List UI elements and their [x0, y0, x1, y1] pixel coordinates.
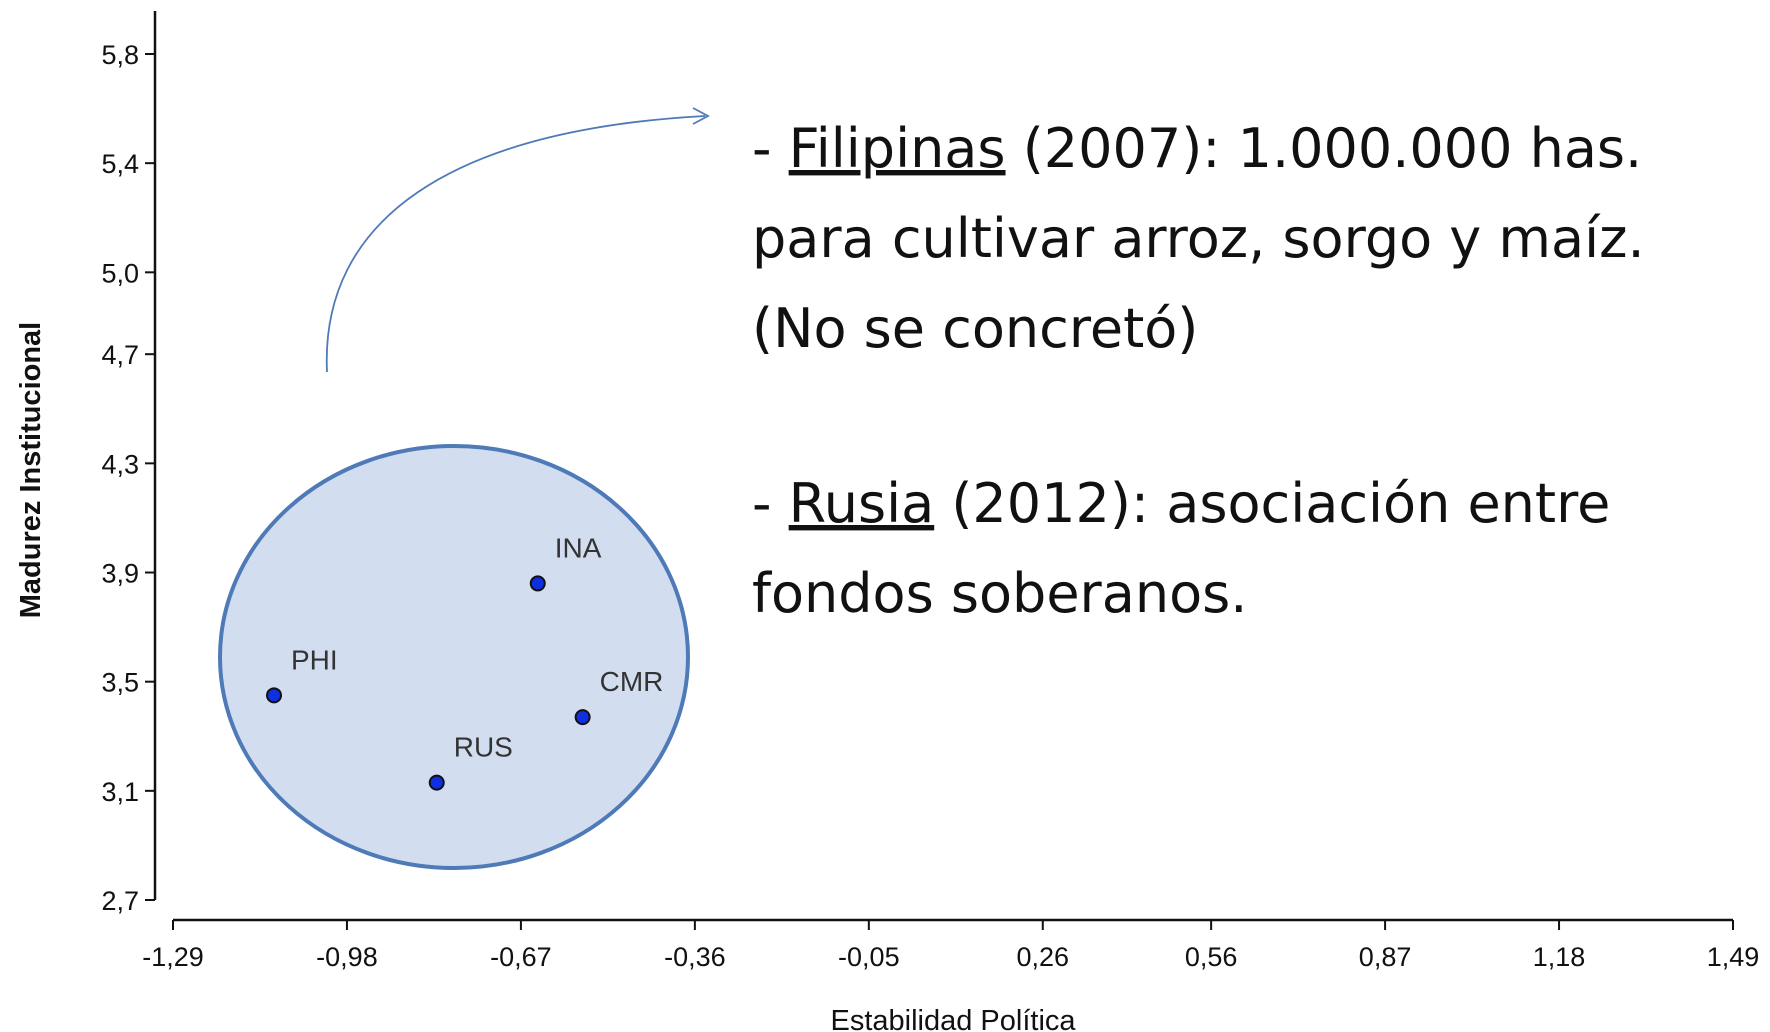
annotation-text: (2007): 1.000.000 has.	[1006, 117, 1643, 180]
annotation-text: fondos soberanos.	[752, 562, 1247, 625]
annotation-line: - Rusia (2012): asociación entre	[752, 472, 1610, 535]
x-tick-label: 0,87	[1359, 942, 1412, 972]
annotation-text: (2012): asociación entre	[934, 472, 1610, 535]
point	[574, 709, 591, 726]
y-axis-label: Madurez Institucional	[15, 322, 47, 618]
point-label: RUS	[454, 732, 513, 763]
y-tick-label: 3,9	[101, 559, 139, 589]
x-tick-label: 1,18	[1533, 942, 1586, 972]
y-tick-label: 5,4	[101, 149, 139, 179]
highlight-ellipse	[218, 444, 690, 870]
annotation-text: Rusia	[789, 472, 935, 535]
x-tick-label: 0,26	[1017, 942, 1070, 972]
x-axis-label: Estabilidad Política	[830, 1005, 1076, 1032]
x-tick-label: -1,29	[142, 942, 204, 972]
arrow	[325, 115, 706, 373]
point	[266, 687, 283, 704]
x-tick-label: -0,98	[316, 942, 378, 972]
point-label: PHI	[291, 644, 338, 675]
y-tick-label: 5,8	[101, 40, 139, 70]
point	[428, 774, 445, 791]
point	[529, 575, 546, 592]
point-label: CMR	[600, 666, 664, 697]
y-tick-label: 5,0	[101, 258, 139, 288]
annotation-text: Filipinas	[789, 117, 1006, 180]
x-tick-label: -0,36	[664, 942, 726, 972]
x-tick-label: -0,67	[490, 942, 552, 972]
arrow-head	[692, 107, 710, 125]
point-label: INA	[555, 532, 602, 563]
y-tick-label: 4,7	[101, 340, 139, 370]
y-tick-label: 4,3	[101, 449, 139, 479]
annotation-line: - Filipinas (2007): 1.000.000 has.	[752, 117, 1642, 180]
annotation-line: para cultivar arroz, sorgo y maíz.	[752, 207, 1645, 270]
annotation-line: (No se concretó)	[752, 297, 1198, 360]
annotation-line: fondos soberanos.	[752, 562, 1247, 625]
y-tick-label: 3,1	[101, 777, 139, 807]
x-tick-label: 0,56	[1185, 942, 1238, 972]
annotation-text: -	[752, 472, 789, 535]
x-tick-label: -0,05	[838, 942, 900, 972]
annotation-text: para cultivar arroz, sorgo y maíz.	[752, 207, 1645, 270]
annotation-text: (No se concretó)	[752, 297, 1198, 360]
annotation-text: -	[752, 117, 789, 180]
y-tick-label: 2,7	[101, 886, 139, 916]
x-tick-label: 1,49	[1707, 942, 1760, 972]
y-tick-label: 3,5	[101, 668, 139, 698]
